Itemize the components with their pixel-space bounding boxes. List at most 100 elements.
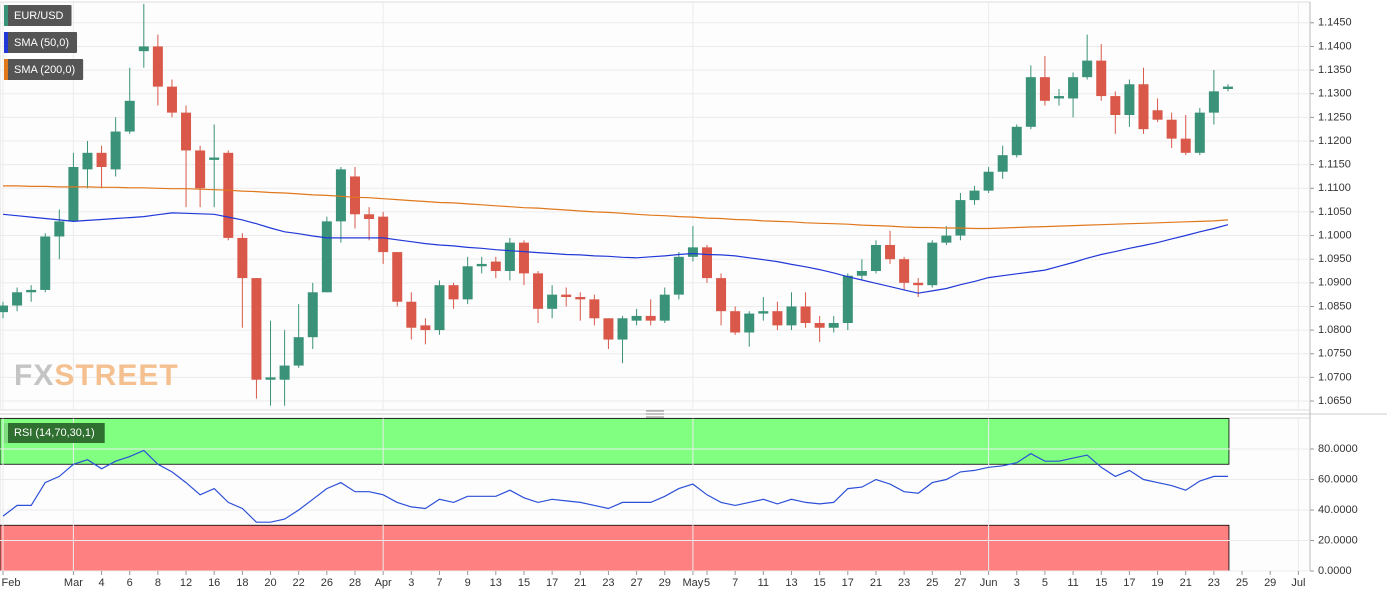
candle-body [997,155,1008,172]
candle-body [1138,84,1149,130]
x-tick-label: May [683,577,704,589]
candle-body [1082,60,1093,78]
price-panel [0,1,1311,411]
x-tick-label: 27 [630,577,642,589]
x-tick-label: 19 [1151,577,1163,589]
line [2,212,1229,294]
candle-body [138,46,149,52]
legend-item: EUR/USD [4,5,72,26]
legend-label: RSI (14,70,30,1) [14,427,95,439]
x-tick-label: 25 [926,577,938,589]
x-tick-label: 13 [490,577,502,589]
x-tick-label: 3 [408,577,414,589]
watermark-fx: FX [14,359,54,392]
candle-body [448,285,459,300]
candle-body [842,275,853,324]
candle-body [392,252,403,302]
candle-body [814,323,825,328]
candle-body [969,190,980,201]
legend-item: SMA (200,0) [4,59,84,80]
candle-body [659,294,670,321]
candle-body [913,282,924,286]
candle-body [561,294,572,298]
x-tick-label: Jul [1291,577,1305,589]
x-tick-label: 25 [1236,577,1248,589]
candle-body [730,311,741,333]
y-tick-label: 1.1000 [1318,229,1352,241]
candle-body [434,285,445,331]
legend-swatch [4,32,8,53]
legend-box [4,423,105,443]
candle-body [589,299,600,319]
x-tick-label: 23 [898,577,910,589]
candle-body [673,256,684,295]
candle-body [68,166,79,222]
candle-body [1166,119,1177,139]
candle-body [490,261,501,272]
candle-body [279,365,290,380]
candle-body [702,247,712,279]
candle-body [504,242,515,272]
y-tick-label: 1.1050 [1318,206,1352,218]
candle-body [1222,86,1233,89]
y-tick-label: 1.1400 [1318,40,1352,52]
candle-body [856,271,867,276]
candle-body [786,306,797,326]
legend-label: EUR/USD [14,10,64,22]
candle-body [265,377,276,380]
candle-body [40,236,51,290]
candle-body [209,157,220,160]
x-tick-label: 15 [814,577,826,589]
x-tick-label: 9 [465,577,471,589]
legend-label: SMA (50,0) [14,37,69,49]
line [3,185,1229,230]
candle-body [603,318,614,340]
candle-body [885,245,896,260]
y-tick-label: 1.0750 [1318,348,1352,360]
candle-body [124,100,135,132]
x-tick-label: Mar [64,577,83,589]
x-tick-label: 23 [602,577,614,589]
x-tick-label: 20 [264,577,276,589]
y-tick-label: 1.0900 [1318,277,1352,289]
x-tick-label: Feb [2,577,21,589]
legend-box [4,59,84,80]
x-tick-label: 26 [321,577,333,589]
x-tick-label: 17 [1123,577,1135,589]
candle-body [293,337,304,366]
zone [0,418,1230,465]
y-tick-label: 1.0850 [1318,300,1352,312]
candle-body [1194,112,1205,153]
candle-body [307,292,318,338]
y-tick-label: 80.0000 [1318,443,1358,455]
x-tick-label: 21 [1180,577,1192,589]
candle-body [800,306,811,324]
x-tick-label: 18 [236,577,248,589]
candle-body [716,278,727,312]
labels: 1.0650 1.0700 1.0750 1.0800 1.0850 1.0900 1.09… [2,5,1358,589]
candle-body [181,112,192,151]
candle-body [1110,96,1121,115]
candle-body [899,259,910,283]
candle-body [744,313,755,333]
candle-body [96,152,107,167]
candle-body [195,150,206,189]
y-tick-label: 1.0800 [1318,324,1352,336]
resize-handle[interactable] [646,410,664,418]
y-tick-label: 60.0000 [1318,473,1358,485]
candle-body [152,46,163,87]
candle-body [1208,91,1219,113]
x-tick-label: 15 [1095,577,1107,589]
candle-body [1054,96,1064,99]
legend-swatch [4,423,8,443]
candle-body [870,245,881,272]
x-tick-label: 7 [732,577,738,589]
candle-body [758,311,769,314]
y-tick-label: 1.1100 [1318,182,1351,194]
x-tick-label: 21 [574,577,586,589]
x-tick-label: 29 [659,577,671,589]
legend-box [4,32,78,53]
candle-body [1124,84,1135,115]
candle-body [335,169,346,222]
